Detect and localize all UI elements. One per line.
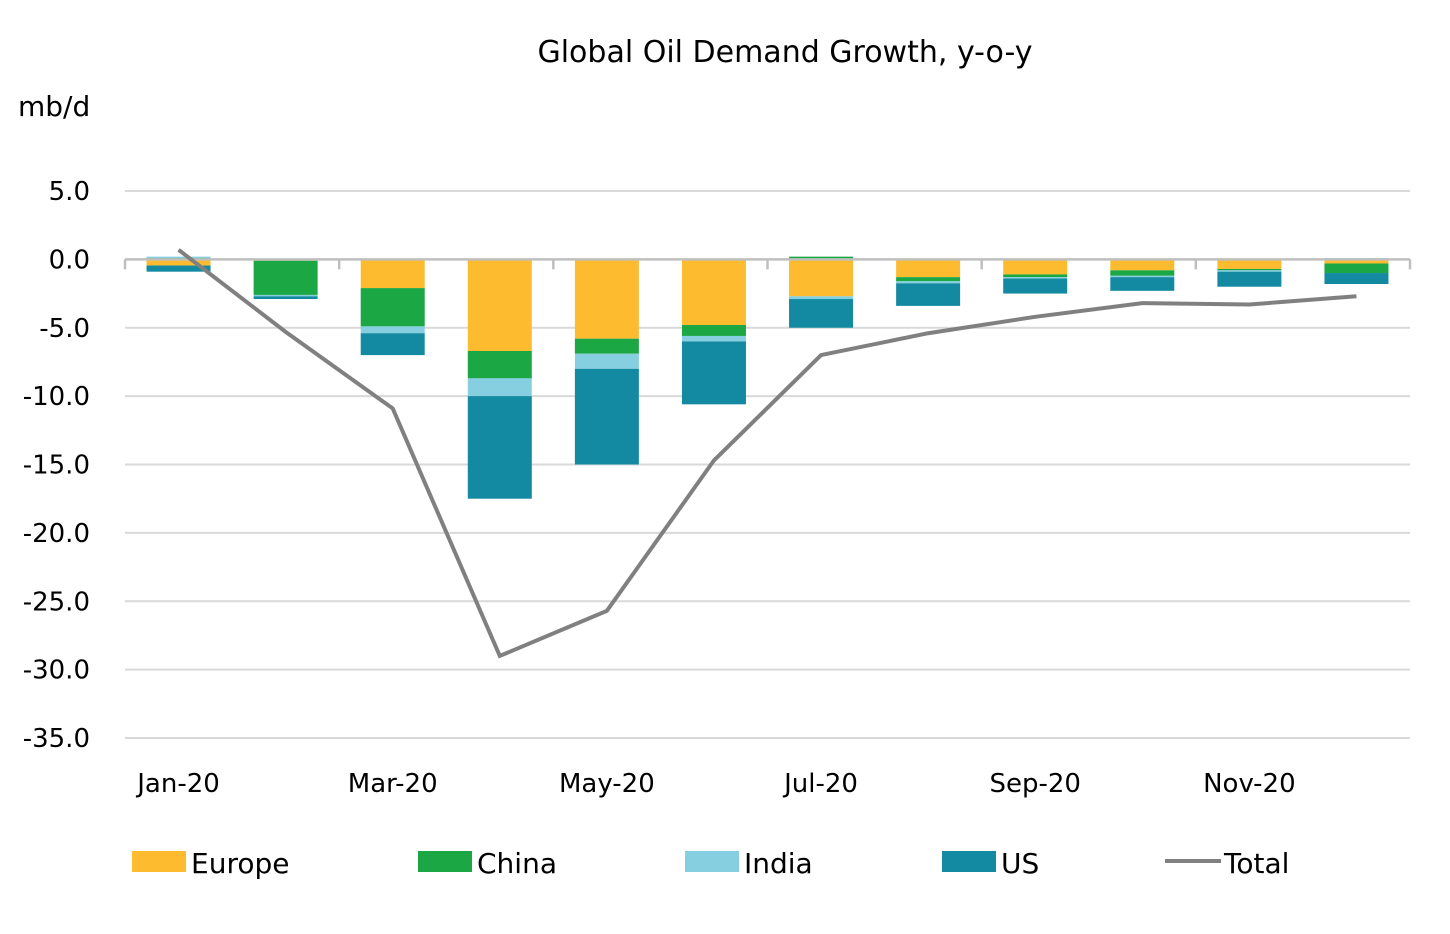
bar-us: [253, 296, 318, 300]
bar-us: [146, 265, 211, 272]
legend-swatch-india: [685, 851, 739, 872]
bar-europe: [896, 259, 961, 278]
x-tick-label: Jul-20: [782, 769, 858, 799]
bar-china: [253, 260, 318, 295]
legend-label-india: India: [744, 847, 813, 880]
legend-label-china: China: [477, 847, 557, 880]
legend-swatch-china: [418, 851, 472, 872]
bar-us: [1324, 273, 1389, 284]
bar-india: [574, 353, 639, 369]
x-axis-ticks: Jan-20 Mar-20 May-20 Jul-20 Sep-20 Nov-20: [135, 769, 1295, 799]
bar-india: [1110, 275, 1175, 278]
bar-china: [1217, 268, 1282, 271]
legend-swatch-europe: [132, 851, 186, 872]
bar-europe: [360, 259, 425, 289]
legend-label-us: US: [1001, 847, 1039, 880]
y-tick-label: 0.0: [49, 245, 90, 275]
bar-us: [574, 368, 639, 465]
legend-label-total: Total: [1223, 847, 1289, 880]
bars: [146, 256, 1389, 499]
bar-china: [789, 256, 854, 260]
x-tick-label: Mar-20: [348, 769, 438, 799]
bar-china: [1324, 263, 1389, 274]
bar-us: [467, 396, 532, 499]
y-tick-label: -35.0: [23, 724, 90, 754]
bar-india: [1003, 277, 1068, 279]
y-tick-label: -20.0: [23, 519, 90, 549]
bar-china: [360, 288, 425, 327]
bar-us: [681, 341, 746, 405]
y-axis-label: mb/d: [18, 90, 90, 123]
y-axis-ticks: 5.0 0.0 -5.0 -10.0 -15.0 -20.0 -25.0 -30.0 -35.0: [23, 177, 90, 754]
chart-title: Global Oil Demand Growth, y-o-y: [537, 35, 1032, 70]
bar-europe: [146, 259, 211, 266]
legend-label-europe: Europe: [191, 847, 289, 880]
gridlines: [125, 190, 1410, 739]
y-tick-label: -5.0: [39, 314, 90, 344]
bar-india: [681, 335, 746, 342]
bar-china: [467, 350, 532, 379]
x-axis: [123, 258, 1412, 270]
y-tick-label: -25.0: [23, 587, 90, 617]
legend-swatch-us: [942, 851, 996, 872]
x-tick-label: Sep-20: [989, 769, 1080, 799]
bar-us: [1110, 277, 1175, 291]
bar-europe: [574, 259, 639, 339]
bar-china: [681, 325, 746, 336]
bar-china: [1110, 270, 1175, 276]
bar-europe: [681, 259, 746, 326]
y-tick-label: 5.0: [49, 177, 90, 207]
bar-india: [253, 294, 318, 297]
bar-europe: [1217, 259, 1282, 269]
total-line: [177, 248, 1357, 659]
y-tick-label: -10.0: [23, 382, 90, 412]
y-tick-label: -15.0: [23, 451, 90, 481]
bar-europe: [467, 259, 532, 351]
y-tick-label: -30.0: [23, 656, 90, 686]
x-tick-label: May-20: [559, 769, 655, 799]
bar-india: [146, 256, 211, 259]
bar-india: [1217, 270, 1282, 272]
bar-china: [896, 277, 961, 282]
bar-europe: [1003, 259, 1068, 275]
bar-india: [467, 378, 532, 397]
bar-india: [360, 326, 425, 334]
total-line-group: [177, 248, 1357, 659]
bar-india: [789, 296, 854, 300]
bar-india: [896, 281, 961, 284]
bar-europe: [1110, 259, 1175, 271]
bar-us: [896, 283, 961, 306]
bar-china: [574, 338, 639, 354]
x-tick-label: Nov-20: [1203, 769, 1296, 799]
bar-europe: [789, 259, 854, 297]
bar-us: [1217, 271, 1282, 287]
bar-europe: [1324, 259, 1389, 264]
x-tick-label: Jan-20: [135, 769, 220, 799]
bar-us: [789, 299, 854, 328]
bar-us: [360, 333, 425, 356]
bar-china: [1003, 274, 1068, 278]
bar-us: [1003, 278, 1068, 294]
legend: Europe China India US Total: [132, 847, 1289, 880]
